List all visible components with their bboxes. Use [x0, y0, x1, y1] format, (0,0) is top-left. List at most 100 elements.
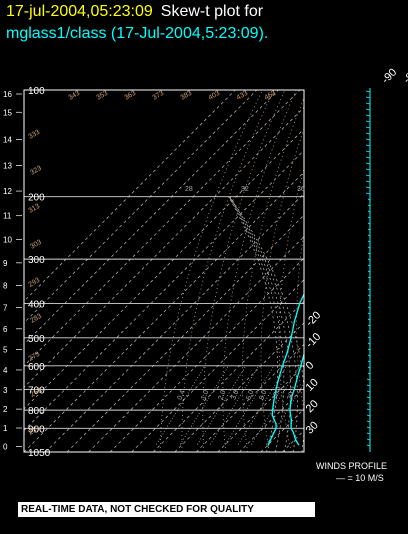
mixing-ratio-label: 2.0: [218, 389, 228, 401]
theta-e-label: 28: [185, 186, 193, 193]
isotherm-line: [24, 90, 279, 345]
isotherm-line: [66, 214, 304, 452]
isotherm-line: [131, 279, 304, 452]
wind-barb: [366, 384, 371, 387]
temperature-point: [348, 230, 350, 232]
plot-label: Skew-t plot for: [160, 3, 264, 20]
isotherm-line: [88, 236, 304, 452]
isotherm-right-label: -10: [304, 331, 324, 351]
isotherm-right-label: 0: [304, 359, 317, 372]
wind-barb: [366, 426, 371, 429]
isotherm-top-label: -80: [401, 66, 408, 86]
mixing-ratio-label: 8.0: [258, 389, 268, 401]
temperature-point: [379, 152, 381, 154]
wind-barb: [367, 264, 371, 267]
temperature-profile: [289, 352, 304, 445]
wind-barb: [365, 102, 371, 105]
wind-barb: [367, 258, 371, 261]
temperature-point: [289, 409, 291, 411]
dewpoint-point: [335, 230, 337, 232]
wind-barb: [365, 108, 371, 111]
temperature-point: [297, 443, 300, 446]
wind-barb: [367, 234, 371, 237]
mixing-ratio-line: [197, 365, 247, 445]
wind-barb: [366, 378, 371, 381]
pressure-tick-label: 900: [28, 424, 45, 435]
isotherm-right-label: 30: [304, 419, 321, 436]
mixing-ratio-label: 5.0: [246, 389, 256, 401]
temperature-point: [299, 365, 302, 367]
wind-barb: [366, 432, 371, 435]
wind-barb: [365, 168, 371, 171]
dry-adiabat: [377, 90, 408, 452]
isotherm-right-label: 10: [304, 377, 321, 394]
wind-barb: [367, 210, 371, 213]
mixing-ratio-line: [225, 365, 275, 445]
wind-barb: [365, 90, 371, 93]
theta-label: 293: [28, 277, 42, 289]
height-tick-label: 3: [3, 386, 8, 395]
dewpoint-point: [275, 427, 277, 430]
temperature-point: [394, 124, 396, 126]
temperature-point: [292, 431, 295, 434]
wind-barb: [367, 282, 371, 285]
theta-label: 323: [29, 165, 43, 177]
height-tick-label: 10: [3, 236, 12, 245]
height-tick-label: 15: [3, 108, 12, 117]
height-tick-label: 1: [3, 424, 8, 433]
pressure-tick-label: 1050: [28, 448, 51, 459]
pressure-tick-label: 300: [28, 255, 45, 266]
isotherm-line: [24, 149, 304, 432]
plot-frame: [23, 89, 305, 453]
winds-profile-label: WINDS PROFILE: [316, 461, 388, 471]
isotherm-line: [260, 408, 304, 452]
dry-adiabat: [202, 90, 286, 452]
temperature-point: [293, 388, 296, 391]
wind-barb: [365, 150, 371, 153]
dry-adiabat: [159, 90, 263, 452]
wind-barb: [366, 420, 371, 423]
pressure-tick-label: 500: [28, 334, 45, 345]
wind-barb: [367, 354, 371, 357]
wind-barb: [365, 144, 371, 147]
dewpoint-profile: [267, 292, 304, 445]
temperature-point: [290, 427, 292, 430]
theta-label: 273: [28, 351, 42, 363]
wind-barb: [366, 390, 371, 393]
theta-label: 333: [28, 129, 42, 141]
wind-barb: [367, 198, 371, 201]
dry-adiabat: [296, 229, 304, 413]
theta-e-label: 32: [241, 186, 249, 193]
theta-label: 343: [68, 90, 82, 102]
pressure-tick-label: 700: [28, 386, 45, 397]
isotherm-right-label: -20: [304, 309, 324, 329]
theta-label: 303: [29, 239, 43, 251]
temperature-point: [291, 394, 293, 396]
wind-barb: [365, 174, 371, 177]
wind-barb: [367, 228, 371, 231]
wind-barb: [367, 330, 371, 333]
isotherm-line: [24, 171, 304, 452]
isotherm-line: [109, 257, 304, 452]
height-tick-label: 5: [3, 346, 8, 355]
wind-barb: [365, 162, 371, 165]
wind-barb: [366, 408, 371, 411]
sounding-date-time: 17-jul-2004,05:23:09: [6, 3, 153, 20]
mixing-ratio-label: 3.0: [230, 389, 240, 401]
height-tick-label: 12: [3, 187, 12, 196]
wind-barb: [367, 348, 371, 351]
dewpoint-point: [271, 409, 274, 411]
wind-barb: [367, 324, 371, 327]
dewpoint-point: [322, 258, 324, 260]
isotherm-line: [24, 90, 258, 324]
wind-barb: [367, 342, 371, 345]
mixing-ratio-line: [237, 365, 288, 445]
height-tick-label: 14: [3, 135, 12, 144]
wind-barb: [365, 192, 371, 195]
wind-barb: [367, 372, 371, 375]
dewpoint-point: [290, 336, 292, 339]
temperature-point: [290, 418, 293, 421]
dewpoint-point: [286, 351, 289, 354]
wind-barb: [367, 288, 371, 291]
